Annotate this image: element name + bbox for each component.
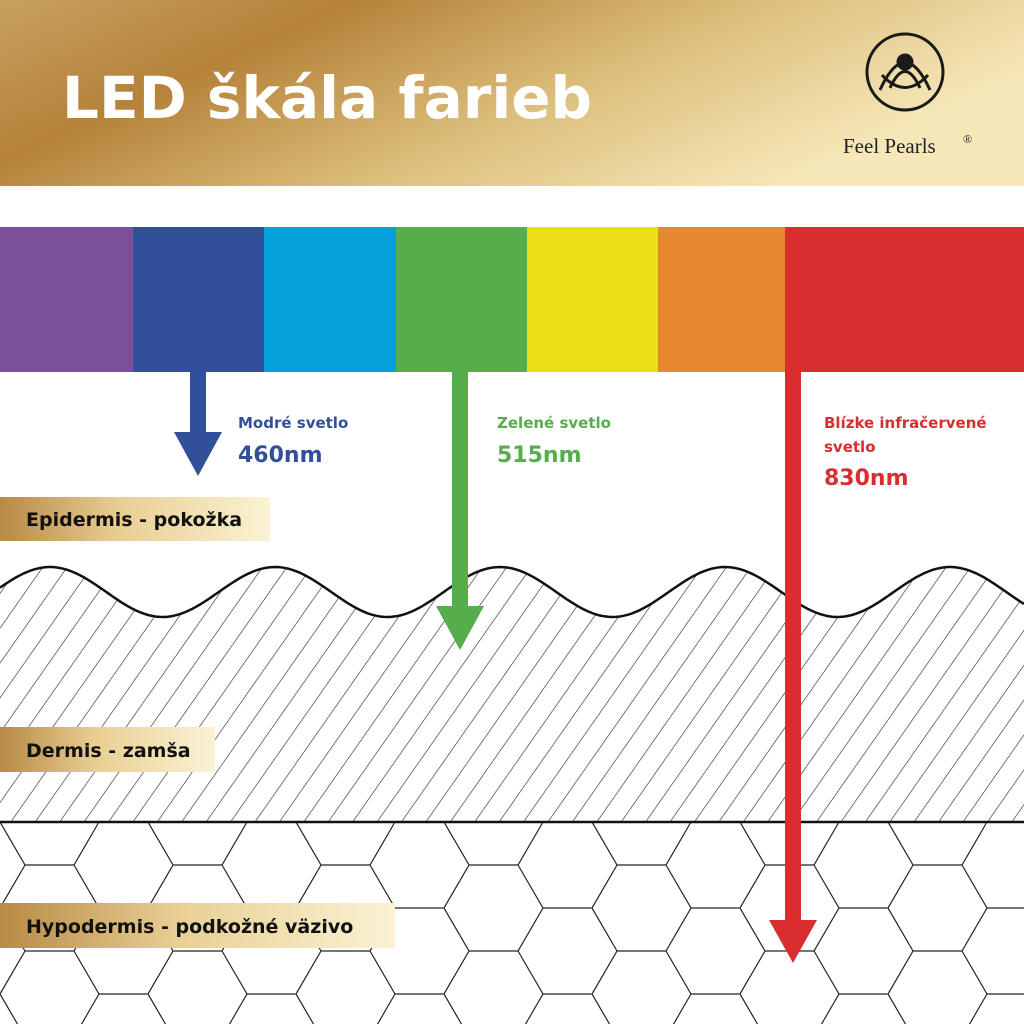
dermis-hatch — [0, 567, 1024, 822]
logo-mark: ® — [963, 132, 972, 146]
layer-strip — [0, 727, 215, 772]
skin-surface — [0, 565, 1024, 619]
layer-label: Epidermis - pokožka — [26, 509, 242, 531]
title: LED škála farieb — [62, 64, 592, 132]
layer-strip — [0, 903, 395, 948]
layer-label: Dermis - zamša — [26, 740, 191, 762]
light-label: svetlo — [824, 438, 876, 456]
logo-text: Feel Pearls — [843, 134, 936, 158]
logo-icon — [865, 32, 945, 112]
layer-label: Hypodermis - podkožné väzivo — [26, 916, 353, 938]
light-wavelength: 515nm — [497, 443, 582, 468]
light-wavelength: 460nm — [238, 443, 323, 468]
header-bg — [0, 0, 1024, 186]
layer-strip — [0, 497, 270, 541]
light-label: Zelené svetlo — [497, 414, 611, 432]
blue-arrow — [174, 370, 222, 476]
spectrum — [0, 227, 1024, 372]
red-arrow — [769, 370, 817, 963]
light-label: Blízke infračervené — [824, 414, 987, 432]
light-label: Modré svetlo — [238, 414, 348, 432]
light-wavelength: 830nm — [824, 466, 909, 491]
green-arrow — [436, 370, 484, 650]
